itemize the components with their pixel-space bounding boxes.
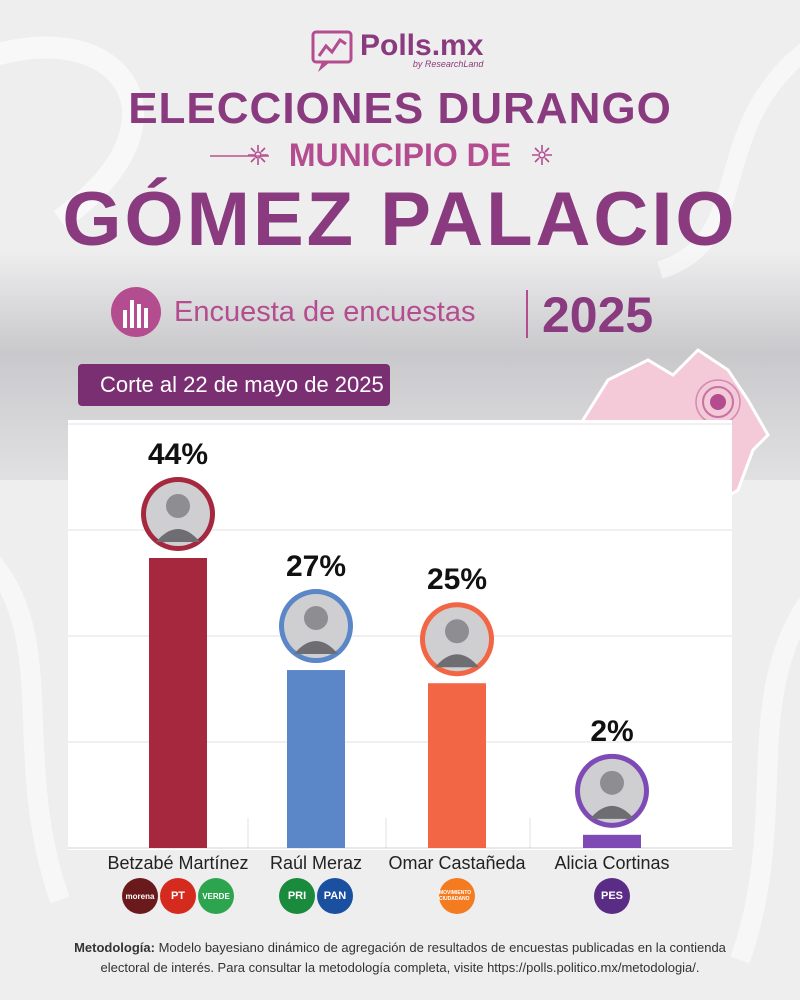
party-logo-icon: PAN [317,878,353,914]
party-logo-icon: PRI [279,878,315,914]
bar-chart-icon [111,287,161,337]
party-logos: PRI PAN [231,878,401,920]
candidate-shoulders [590,805,634,819]
party-logo-icon: morena [122,878,158,914]
candidate-name: Betzabé Martínez [107,853,249,873]
bar [428,683,486,848]
party-logos: morena PT VERDE [93,878,263,920]
candidate-head [304,606,328,631]
chart-logo-icon [311,30,353,72]
title-elecciones: ELECCIONES DURANGO [128,84,672,133]
methodology-note: Metodología: Modelo bayesiano dinámico d… [60,938,740,978]
value-label: 25% [427,563,487,596]
candidate-head [600,770,624,795]
candidate-shoulders [294,641,338,655]
methodology-text: Modelo bayesiano dinámico de agregación … [100,940,726,975]
subtitle-municipio: MUNICIPIO DE [0,137,800,174]
bar [149,558,207,848]
cutoff-date-banner: Corte al 22 de mayo de 2025 [78,364,390,406]
value-label: 44% [148,438,208,471]
bar [583,834,641,848]
survey-year: 2025 [542,287,654,343]
subtitle-text: MUNICIPIO DE [268,137,532,173]
brand-sub: by ResearchLand [412,59,484,69]
methodology-label: Metodología: [74,940,155,955]
subtitle-row: MUNICIPIO DE [0,137,800,177]
value-label: 2% [590,715,633,748]
party-logo-icon: PES [594,878,630,914]
party-logos: MOVIMIENTO CIUDADANO [372,878,542,920]
brand-name: Polls.mx [360,29,484,62]
party-logo-icon: VERDE [198,878,234,914]
candidate-name: Omar Castañeda [388,853,526,873]
title-gomez-palacio: GÓMEZ PALACIO [62,177,738,262]
candidate-name: Alicia Cortinas [554,853,670,873]
candidate-name: Raúl Meraz [269,853,363,873]
candidate-shoulders [435,654,479,668]
party-logo-icon: MOVIMIENTO CIUDADANO [439,878,475,914]
bar [287,670,345,848]
survey-header: Encuesta de encuestas 2025 [110,286,690,343]
separator [526,290,528,338]
flower-right-icon [532,145,552,165]
survey-label: Encuesta de encuestas [174,296,476,328]
candidate-head [166,494,190,518]
brand-logo: Polls.mx by ResearchLand [310,22,483,78]
party-logo-icon: PT [160,878,196,914]
candidate-head [445,619,469,644]
candidate-shoulders [156,529,200,542]
party-logos: PES [527,878,697,920]
value-label: 27% [286,550,346,583]
flower-left-icon [248,145,268,165]
